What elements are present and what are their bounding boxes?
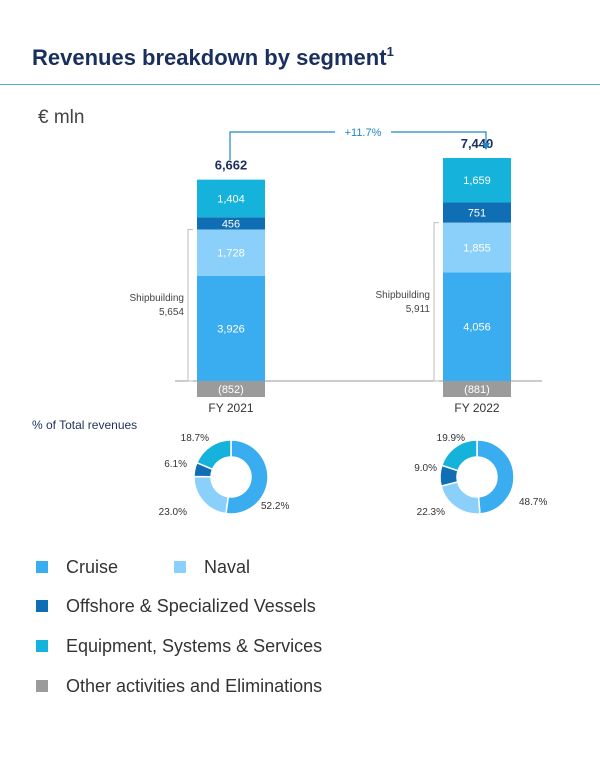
bar-cruise-2021 (197, 275, 265, 381)
donut-section-title: % of Total revenues (32, 418, 137, 432)
shipbuilding-bracket-2022 (433, 222, 439, 382)
donut-slice-equipment-systems-services-2022 (440, 439, 478, 472)
legend-label-equipment: Equipment, Systems & Services (66, 635, 323, 656)
donut-label-cruise-2021: 52.2% (261, 501, 289, 512)
data-label-naval-2021: 1,728 (217, 248, 245, 260)
growth-label-bg (335, 124, 391, 140)
title-text: Revenues breakdown by segment (32, 45, 387, 70)
legend-item-cruise: Cruise (36, 556, 118, 578)
shipbuilding-value-2022: 5,911 (406, 304, 431, 315)
legend-item-naval: Naval (174, 556, 250, 578)
x-tick-label-2021: FY 2021 (208, 401, 253, 415)
donut-label-equipment-systems-services-2021: 18.7% (181, 433, 209, 444)
title-divider (0, 84, 600, 85)
donut-slice-equipment-systems-services-2021 (195, 439, 232, 471)
legend-label-other: Other activities and Eliminations (66, 675, 323, 696)
x-tick-label-2022: FY 2022 (454, 401, 499, 415)
legend-label-cruise: Cruise (66, 556, 119, 577)
data-label-other-activities-and-eliminations-2022: (881) (464, 384, 490, 396)
shipbuilding-bracket-2021 (187, 228, 193, 382)
unit-label: € mln (38, 107, 85, 128)
bar-other-activities-and-eliminations-2021 (197, 381, 265, 397)
page-title: Revenues breakdown by segment1 (32, 44, 394, 71)
data-label-equipment-systems-services-2021: 1,404 (217, 193, 245, 205)
data-label-equipment-systems-services-2022: 1,659 (463, 175, 491, 187)
data-label-other-activities-and-eliminations-2021: (852) (218, 384, 244, 396)
legend-label-naval: Naval (204, 556, 251, 577)
data-label-cruise-2022: 4,056 (463, 322, 491, 334)
legend-swatch-naval (174, 561, 186, 573)
shipbuilding-label-2021: Shipbuilding (130, 293, 185, 304)
donut-label-offshore-specialized-vessels-2021: 6.1% (164, 459, 187, 470)
bar-equipment-systems-services-2021 (197, 179, 265, 218)
donut-slice-naval-2021 (193, 475, 230, 515)
legend-item-offshore: Offshore & Specialized Vessels (36, 595, 316, 617)
data-label-naval-2022: 1,855 (463, 242, 491, 254)
legend-item-other: Other activities and Eliminations (36, 675, 322, 697)
legend-label-offshore: Offshore & Specialized Vessels (66, 595, 316, 616)
data-label-offshore-specialized-vessels-2022: 751 (468, 208, 486, 220)
legend-swatch-other (36, 680, 48, 692)
donut-slice-cruise-2022 (476, 439, 515, 515)
donut-label-equipment-systems-services-2022: 19.9% (437, 433, 465, 444)
bar-naval-2022 (443, 222, 511, 273)
donut-label-naval-2022: 22.3% (417, 507, 445, 518)
donut-slice-cruise-2021 (225, 439, 269, 515)
bar-naval-2021 (197, 229, 265, 276)
bar-offshore-specialized-vessels-2022 (443, 202, 511, 223)
legend-item-equipment: Equipment, Systems & Services (36, 635, 322, 657)
growth-label: +11.7% (345, 127, 382, 139)
legend-swatch-cruise (36, 561, 48, 573)
growth-arrow-head (482, 143, 490, 150)
donut-label-offshore-specialized-vessels-2022: 9.0% (414, 463, 437, 474)
shipbuilding-label-2022: Shipbuilding (376, 290, 431, 301)
data-label-cruise-2021: 3,926 (217, 323, 245, 335)
legend-swatch-equipment (36, 640, 48, 652)
total-label-2021: 6,662 (215, 158, 248, 173)
shipbuilding-value-2021: 5,654 (159, 307, 184, 318)
donut-slice-naval-2022 (440, 480, 481, 515)
data-label-offshore-specialized-vessels-2021: 456 (222, 218, 240, 230)
title-footnote: 1 (386, 44, 394, 59)
donut-label-cruise-2022: 48.7% (519, 497, 547, 508)
bar-other-activities-and-eliminations-2022 (443, 381, 511, 397)
legend-swatch-offshore (36, 600, 48, 612)
donut-label-naval-2021: 23.0% (159, 507, 187, 518)
bar-equipment-systems-services-2022 (443, 157, 511, 203)
bar-offshore-specialized-vessels-2021 (197, 217, 265, 230)
bar-cruise-2022 (443, 272, 511, 381)
